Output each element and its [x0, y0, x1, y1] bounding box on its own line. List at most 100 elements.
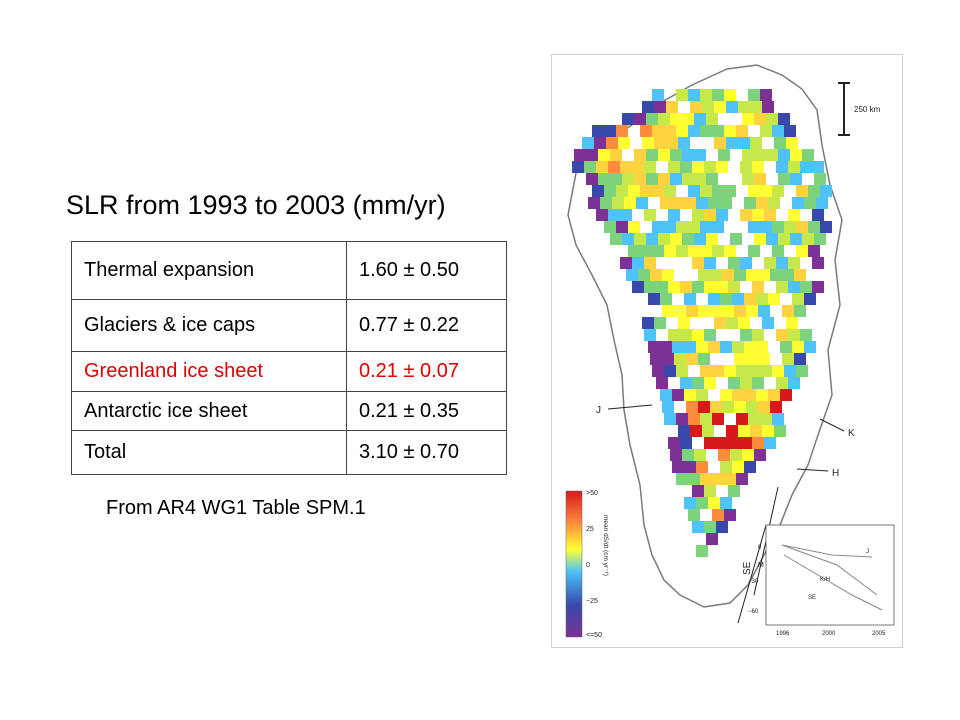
- map-cell: [724, 89, 736, 101]
- map-cell: [678, 317, 690, 329]
- map-cell: [712, 365, 724, 377]
- map-cell: [646, 173, 658, 185]
- map-cell: [718, 149, 730, 161]
- map-cell: [684, 197, 696, 209]
- colorbar-tick-0: 0: [586, 562, 590, 569]
- map-cell: [710, 401, 722, 413]
- slr-table: Thermal expansion 1.60 ± 0.50 Glaciers &…: [71, 241, 507, 475]
- map-cell: [644, 161, 656, 173]
- colorbar-top-label: >50: [586, 490, 598, 497]
- map-cell: [772, 413, 784, 425]
- map-cell: [744, 293, 756, 305]
- map-cell: [788, 161, 800, 173]
- map-cell: [708, 293, 720, 305]
- inset-y-tick-0: 0: [758, 545, 762, 551]
- map-cell: [670, 113, 682, 125]
- map-cell: [710, 269, 722, 281]
- map-cell: [740, 257, 752, 269]
- map-cell: [704, 257, 716, 269]
- map-cell: [802, 149, 814, 161]
- map-cell: [752, 329, 764, 341]
- coastline: [567, 64, 843, 608]
- map-cell: [788, 209, 800, 221]
- map-cell: [664, 185, 676, 197]
- map-cell: [768, 389, 780, 401]
- map-cell: [814, 173, 826, 185]
- map-cell: [628, 185, 640, 197]
- map-cell: [750, 425, 762, 437]
- map-cell: [668, 281, 680, 293]
- map-cell: [714, 137, 726, 149]
- component-cell: Antarctic ice sheet: [71, 391, 347, 431]
- map-cell: [754, 449, 766, 461]
- map-cell: [634, 113, 646, 125]
- map-cell: [770, 269, 782, 281]
- map-cell: [660, 197, 672, 209]
- map-cell: [812, 161, 824, 173]
- map-cell: [812, 209, 824, 221]
- map-cell: [594, 137, 606, 149]
- map-cell: [686, 353, 698, 365]
- map-cell: [604, 185, 616, 197]
- map-cell: [724, 245, 736, 257]
- map-cell: [650, 353, 662, 365]
- map-cell: [814, 233, 826, 245]
- map-cell: [640, 245, 652, 257]
- map-cell: [586, 173, 598, 185]
- map-cell: [764, 209, 776, 221]
- map-cell: [788, 281, 800, 293]
- map-cell: [778, 233, 790, 245]
- map-cell: [774, 137, 786, 149]
- map-cell: [738, 425, 750, 437]
- map-cell: [746, 269, 758, 281]
- map-cell: [676, 125, 688, 137]
- map-cell: [608, 161, 620, 173]
- map-cell: [658, 233, 670, 245]
- map-cell: [762, 101, 774, 113]
- map-cell: [738, 101, 750, 113]
- map-cell: [672, 341, 684, 353]
- map-cell: [726, 317, 738, 329]
- inset-label-j: J: [866, 549, 869, 555]
- map-cell: [770, 401, 782, 413]
- map-cell: [766, 233, 778, 245]
- map-cell: [726, 137, 738, 149]
- map-cell: [636, 197, 648, 209]
- map-cell: [736, 125, 748, 137]
- map-cell: [758, 269, 770, 281]
- map-cell: [712, 125, 724, 137]
- component-cell: Greenland ice sheet: [71, 351, 347, 392]
- map-cell: [800, 161, 812, 173]
- map-cell: [696, 545, 708, 557]
- map-cell: [708, 341, 720, 353]
- map-cell: [620, 209, 632, 221]
- map-cell: [660, 389, 672, 401]
- map-cell: [622, 173, 634, 185]
- map-cell: [628, 221, 640, 233]
- map-cell: [688, 509, 700, 521]
- map-cell: [592, 185, 604, 197]
- map-cell: [664, 413, 676, 425]
- map-cell: [808, 245, 820, 257]
- map-cell: [752, 377, 764, 389]
- map-cell: [776, 161, 788, 173]
- map-cell: [704, 161, 716, 173]
- map-cell: [592, 125, 604, 137]
- map-cell: [690, 425, 702, 437]
- map-cell: [604, 125, 616, 137]
- map-cell: [742, 449, 754, 461]
- map-cell: [682, 233, 694, 245]
- map-cell: [744, 389, 756, 401]
- map-cell: [748, 221, 760, 233]
- map-cell: [676, 365, 688, 377]
- map-cell: [732, 389, 744, 401]
- inset-timeseries: 0 −30 −60 M 1996 2000 2005 J K/H SE: [748, 524, 895, 637]
- map-cell: [618, 137, 630, 149]
- map-cell: [736, 413, 748, 425]
- map-cell: [666, 101, 678, 113]
- map-cell: [662, 401, 674, 413]
- map-cell: [786, 137, 798, 149]
- table-row-total: Total 3.10 ± 0.70: [71, 430, 507, 475]
- map-cell: [742, 149, 754, 161]
- map-cell: [644, 281, 656, 293]
